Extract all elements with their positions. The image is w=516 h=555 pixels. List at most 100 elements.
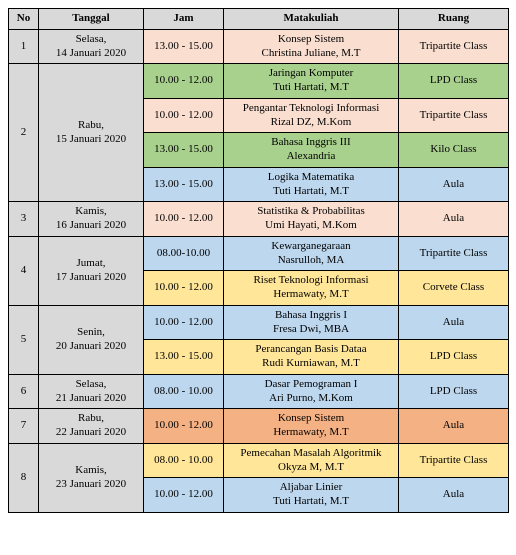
cell-room: Aula xyxy=(399,478,509,513)
cell-no: 8 xyxy=(9,443,39,512)
header-ruang: Ruang xyxy=(399,9,509,30)
cell-course: Logika MatematikaTuti Hartati, M.T xyxy=(224,167,399,202)
course-name: Riset Teknologi Informasi xyxy=(227,274,395,288)
header-jam: Jam xyxy=(144,9,224,30)
cell-room: LPD Class xyxy=(399,340,509,375)
cell-no: 1 xyxy=(9,29,39,64)
cell-room: Aula xyxy=(399,202,509,237)
course-name: Statistika & Probabilitas xyxy=(227,205,395,219)
course-name: Pemecahan Masalah Algoritmik xyxy=(227,447,395,461)
cell-date: Senin,20 Januari 2020 xyxy=(39,305,144,374)
cell-time: 10.00 - 12.00 xyxy=(144,409,224,444)
cell-time: 13.00 - 15.00 xyxy=(144,29,224,64)
lecturer-name: Okyza M, M.T xyxy=(227,461,395,475)
cell-course: KewarganegaraanNasrulloh, MA xyxy=(224,236,399,271)
cell-course: Pemecahan Masalah AlgoritmikOkyza M, M.T xyxy=(224,443,399,478)
course-name: Perancangan Basis Dataa xyxy=(227,343,395,357)
cell-no: 5 xyxy=(9,305,39,374)
cell-time: 13.00 - 15.00 xyxy=(144,167,224,202)
cell-time: 10.00 - 12.00 xyxy=(144,64,224,99)
lecturer-name: Tuti Hartati, M.T xyxy=(227,81,395,95)
cell-room: Aula xyxy=(399,409,509,444)
course-name: Logika Matematika xyxy=(227,171,395,185)
cell-course: Bahasa Inggris IFresa Dwi, MBA xyxy=(224,305,399,340)
cell-time: 10.00 - 12.00 xyxy=(144,305,224,340)
header-matakuliah: Matakuliah xyxy=(224,9,399,30)
lecturer-name: Rudi Kurniawan, M.T xyxy=(227,357,395,371)
table-row: 3Kamis,16 Januari 202010.00 - 12.00Stati… xyxy=(9,202,509,237)
cell-time: 10.00 - 12.00 xyxy=(144,271,224,306)
cell-course: Bahasa Inggris IIIAlexandria xyxy=(224,133,399,168)
cell-time: 08.00 - 10.00 xyxy=(144,374,224,409)
cell-time: 10.00 - 12.00 xyxy=(144,202,224,237)
table-row: 4Jumat,17 Januari 202008.00-10.00Kewarga… xyxy=(9,236,509,271)
cell-time: 08.00-10.00 xyxy=(144,236,224,271)
cell-course: Pengantar Teknologi InformasiRizal DZ, M… xyxy=(224,98,399,133)
course-name: Konsep Sistem xyxy=(227,412,395,426)
lecturer-name: Alexandria xyxy=(227,150,395,164)
cell-time: 13.00 - 15.00 xyxy=(144,133,224,168)
course-name: Jaringan Komputer xyxy=(227,67,395,81)
cell-course: Dasar Pemograman IAri Purno, M.Kom xyxy=(224,374,399,409)
course-name: Konsep Sistem xyxy=(227,33,395,47)
cell-room: Kilo Class xyxy=(399,133,509,168)
cell-no: 4 xyxy=(9,236,39,305)
header-row: No Tanggal Jam Matakuliah Ruang xyxy=(9,9,509,30)
course-name: Kewarganegaraan xyxy=(227,240,395,254)
cell-room: Corvete Class xyxy=(399,271,509,306)
cell-room: LPD Class xyxy=(399,374,509,409)
table-row: 6Selasa,21 Januari 202008.00 - 10.00Dasa… xyxy=(9,374,509,409)
table-row: 5Senin,20 Januari 202010.00 - 12.00Bahas… xyxy=(9,305,509,340)
lecturer-name: Hermawaty, M.T xyxy=(227,288,395,302)
cell-no: 7 xyxy=(9,409,39,444)
cell-date: Rabu,15 Januari 2020 xyxy=(39,64,144,202)
cell-date: Kamis,23 Januari 2020 xyxy=(39,443,144,512)
lecturer-name: Rizal DZ, M.Kom xyxy=(227,116,395,130)
cell-no: 3 xyxy=(9,202,39,237)
cell-room: Aula xyxy=(399,167,509,202)
cell-course: Statistika & ProbabilitasUmi Hayati, M.K… xyxy=(224,202,399,237)
cell-course: Riset Teknologi InformasiHermawaty, M.T xyxy=(224,271,399,306)
lecturer-name: Christina Juliane, M.T xyxy=(227,47,395,61)
lecturer-name: Tuti Hartati, M.T xyxy=(227,495,395,509)
table-row: 7Rabu,22 Januari 202010.00 - 12.00Konsep… xyxy=(9,409,509,444)
schedule-table: No Tanggal Jam Matakuliah Ruang 1Selasa,… xyxy=(8,8,509,513)
cell-room: Tripartite Class xyxy=(399,98,509,133)
header-tanggal: Tanggal xyxy=(39,9,144,30)
cell-room: LPD Class xyxy=(399,64,509,99)
cell-date: Rabu,22 Januari 2020 xyxy=(39,409,144,444)
cell-time: 10.00 - 12.00 xyxy=(144,98,224,133)
cell-date: Kamis,16 Januari 2020 xyxy=(39,202,144,237)
lecturer-name: Tuti Hartati, M.T xyxy=(227,185,395,199)
course-name: Pengantar Teknologi Informasi xyxy=(227,102,395,116)
table-row: 1Selasa,14 Januari 202013.00 - 15.00Kons… xyxy=(9,29,509,64)
lecturer-name: Fresa Dwi, MBA xyxy=(227,323,395,337)
cell-time: 13.00 - 15.00 xyxy=(144,340,224,375)
cell-course: Jaringan KomputerTuti Hartati, M.T xyxy=(224,64,399,99)
course-name: Dasar Pemograman I xyxy=(227,378,395,392)
course-name: Bahasa Inggris I xyxy=(227,309,395,323)
cell-room: Tripartite Class xyxy=(399,29,509,64)
cell-date: Selasa,21 Januari 2020 xyxy=(39,374,144,409)
cell-course: Konsep SistemChristina Juliane, M.T xyxy=(224,29,399,64)
cell-time: 08.00 - 10.00 xyxy=(144,443,224,478)
cell-no: 6 xyxy=(9,374,39,409)
header-no: No xyxy=(9,9,39,30)
cell-date: Selasa,14 Januari 2020 xyxy=(39,29,144,64)
cell-room: Aula xyxy=(399,305,509,340)
lecturer-name: Ari Purno, M.Kom xyxy=(227,392,395,406)
cell-time: 10.00 - 12.00 xyxy=(144,478,224,513)
cell-course: Perancangan Basis DataaRudi Kurniawan, M… xyxy=(224,340,399,375)
cell-course: Aljabar LinierTuti Hartati, M.T xyxy=(224,478,399,513)
cell-no: 2 xyxy=(9,64,39,202)
course-name: Aljabar Linier xyxy=(227,481,395,495)
table-row: 2Rabu,15 Januari 202010.00 - 12.00Jaring… xyxy=(9,64,509,99)
cell-room: Tripartite Class xyxy=(399,443,509,478)
cell-date: Jumat,17 Januari 2020 xyxy=(39,236,144,305)
lecturer-name: Umi Hayati, M.Kom xyxy=(227,219,395,233)
lecturer-name: Nasrulloh, MA xyxy=(227,254,395,268)
cell-room: Tripartite Class xyxy=(399,236,509,271)
cell-course: Konsep SistemHermawaty, M.T xyxy=(224,409,399,444)
table-row: 8Kamis,23 Januari 202008.00 - 10.00Pemec… xyxy=(9,443,509,478)
course-name: Bahasa Inggris III xyxy=(227,136,395,150)
